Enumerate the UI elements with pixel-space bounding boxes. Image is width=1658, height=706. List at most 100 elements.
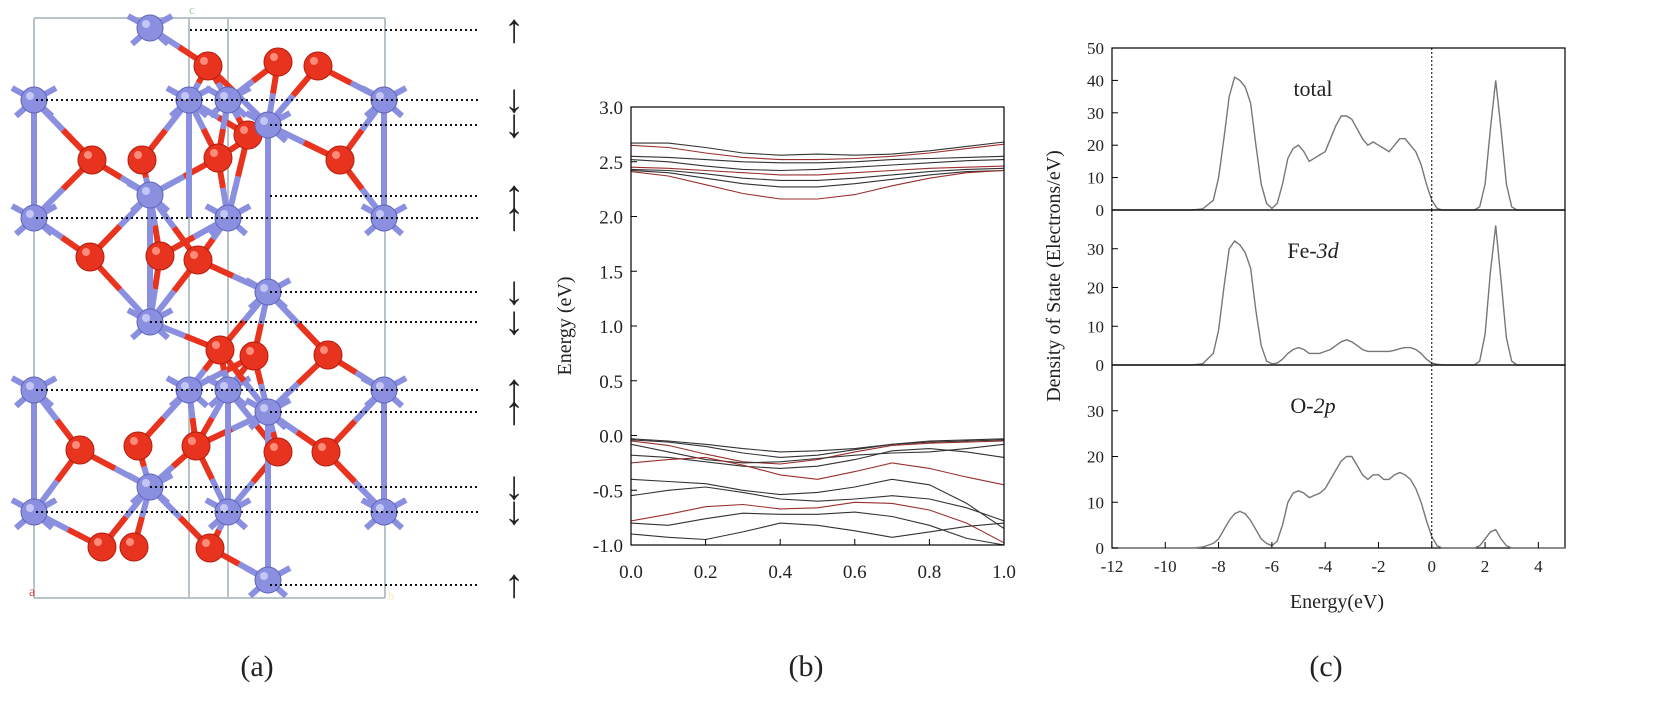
fe-atom-highlight <box>220 210 228 218</box>
fe-atom-highlight <box>376 92 384 100</box>
fe-atom <box>370 498 398 526</box>
o-atom <box>127 145 157 175</box>
fe-atom-highlight <box>260 117 268 125</box>
fe-atom <box>370 86 398 114</box>
band-x-ticks: 0.0 0.2 0.4 0.6 0.8 1.0 <box>619 539 1016 583</box>
band-lines <box>630 141 1005 546</box>
o-atom <box>195 533 225 563</box>
fe-atom <box>370 204 398 232</box>
dos-subplot: 0 10 20 30 O-2p <box>1087 364 1566 558</box>
dos-subplot-label: Fe-3d <box>1287 238 1339 263</box>
dos-y-tick-label: 30 <box>1087 240 1104 259</box>
dos-y-tick-label: 10 <box>1087 317 1104 336</box>
dos-x-tick-label: -4 <box>1318 557 1333 576</box>
band-y-tick-label: 0.5 <box>599 372 623 393</box>
axis-b-label: b <box>388 588 395 603</box>
fe-atom-highlight <box>376 210 384 218</box>
o-atom-highlight <box>240 126 248 134</box>
o-atom-highlight <box>134 151 142 159</box>
o-atom <box>87 532 117 562</box>
atoms <box>20 14 398 594</box>
dos-x-axis-label: Energy(eV) <box>1290 591 1384 613</box>
panel-c-label: (c) <box>1309 650 1342 683</box>
band-line <box>630 522 1005 541</box>
band-x-tick-label: 0.4 <box>768 562 792 583</box>
band-x-tick-label: 0.0 <box>619 562 643 583</box>
dos-subplot-frame <box>1111 47 1566 211</box>
band-line <box>630 438 1005 453</box>
fe-atom-highlight <box>376 504 384 512</box>
o-atom-highlight <box>210 149 218 157</box>
fe-atom-highlight <box>260 284 268 292</box>
dos-y-tick-label: 20 <box>1087 279 1104 298</box>
spin-arrow: ↑ <box>504 366 524 411</box>
fe-atom <box>136 181 164 209</box>
o-atom <box>313 340 343 370</box>
o-atom-highlight <box>270 443 278 451</box>
spin-arrows: ↑↓↓↑↑↓↓↑↑↓↓↑ <box>504 6 524 606</box>
band-y-tick-label: -0.5 <box>593 481 623 502</box>
dos-x-tick-label: -2 <box>1371 557 1385 576</box>
band-line <box>630 443 1005 464</box>
dos-y-tick-label: 0 <box>1096 201 1105 220</box>
fe-atom-highlight <box>142 20 150 28</box>
o-atom-highlight <box>310 57 318 65</box>
band-line <box>630 439 1005 458</box>
fe-atom-highlight <box>220 382 228 390</box>
crystal-structure-panel: ↑↓↓↑↑↓↓↑↑↓↓↑ c a b (a) <box>10 2 524 683</box>
o-atom <box>325 145 355 175</box>
spin-arrow: ↑ <box>504 172 524 217</box>
spin-arrow: ↓ <box>504 463 524 508</box>
fe-atom <box>175 376 203 404</box>
fe-atom <box>20 498 48 526</box>
dos-y-tick-label: 20 <box>1087 136 1104 155</box>
spin-arrow: ↓ <box>504 298 524 343</box>
panel-a-label: (a) <box>240 650 273 683</box>
band-line <box>630 486 1005 522</box>
o-atom <box>311 437 341 467</box>
band-line <box>630 456 1005 486</box>
band-y-ticks: -1.0 -0.5 0.0 0.5 1.0 1.5 2.0 2.5 3.0 <box>593 98 637 557</box>
o-atom-highlight <box>202 539 210 547</box>
band-x-tick-label: 0.8 <box>918 562 942 583</box>
o-atom <box>119 532 149 562</box>
bond-network <box>10 13 408 599</box>
o-atom <box>203 143 233 173</box>
band-line <box>630 167 1005 181</box>
o-atom-highlight <box>246 347 254 355</box>
band-y-tick-label: 3.0 <box>599 98 623 119</box>
dos-y-tick-label: 0 <box>1096 539 1105 558</box>
fe-atom <box>254 278 282 306</box>
o-atom-highlight <box>270 53 278 61</box>
dos-subplot-label: total <box>1293 76 1332 101</box>
band-line <box>630 501 1005 544</box>
fe-atom-highlight <box>220 92 228 100</box>
o-atom-highlight <box>126 538 134 546</box>
o-atom-highlight <box>188 437 196 445</box>
o-atom <box>181 431 211 461</box>
dos-x-tick-label: -8 <box>1212 557 1226 576</box>
o-atom-highlight <box>318 443 326 451</box>
band-line <box>630 448 1005 469</box>
fe-atom <box>20 86 48 114</box>
axis-c-label: c <box>189 2 195 17</box>
o-atom <box>75 242 105 272</box>
fe-atom <box>20 376 48 404</box>
band-y-tick-label: 1.5 <box>599 262 623 283</box>
fe-atom <box>254 566 282 594</box>
o-atom <box>77 145 107 175</box>
band-line <box>630 165 1005 176</box>
dos-curve <box>1112 76 1565 211</box>
dos-y-tick-label: 30 <box>1087 402 1104 421</box>
o-atom <box>263 437 293 467</box>
fe-atom-highlight <box>142 314 150 322</box>
dos-y-tick-label: 10 <box>1087 493 1104 512</box>
o-atom <box>145 241 175 271</box>
dos-y-tick-label: 10 <box>1087 169 1104 188</box>
spin-layer-lines <box>36 29 478 586</box>
fe-atom <box>136 14 164 42</box>
o-atom-highlight <box>190 251 198 259</box>
dos-y-axis-label: Density of State (Electrons/eV) <box>1043 150 1065 402</box>
